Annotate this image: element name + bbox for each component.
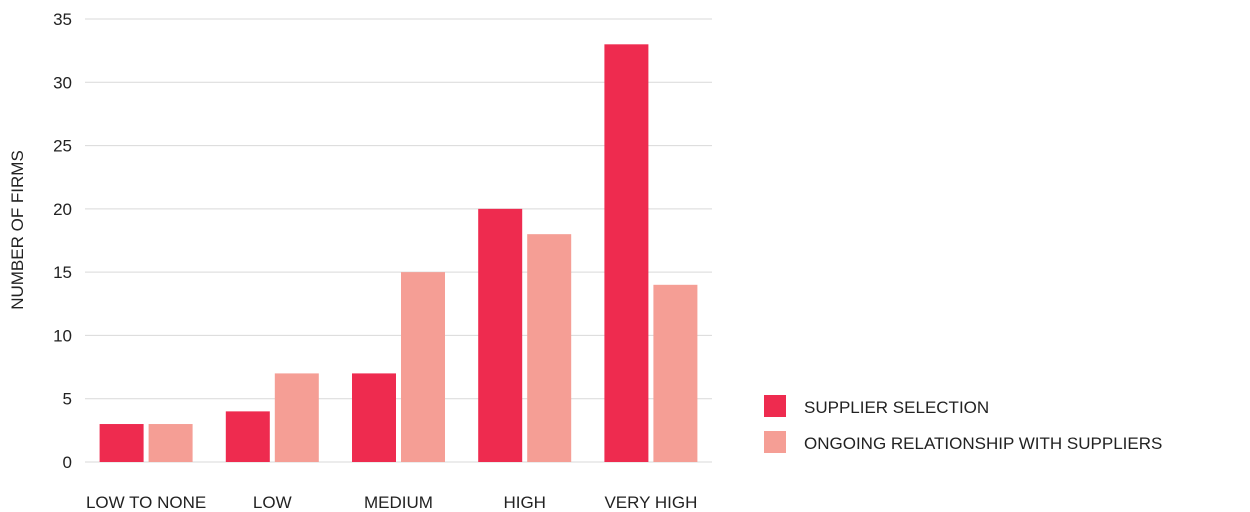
y-axis-title: NUMBER OF FIRMS: [8, 150, 27, 310]
x-axis-categories: LOW TO NONE LOW MEDIUM HIGH VERY HIGH: [86, 493, 697, 512]
gridlines: [85, 18, 712, 463]
legend-swatch: [764, 431, 786, 453]
legend-item: ONGOING RELATIONSHIP WITH SUPPLIERS: [764, 431, 1162, 453]
bar: [274, 373, 319, 462]
bar: [478, 208, 523, 462]
bar: [527, 234, 572, 462]
x-category-label: LOW: [253, 493, 292, 512]
y-tick-label: 25: [53, 137, 72, 156]
bar: [148, 424, 193, 462]
legend-label: SUPPLIER SELECTION: [804, 398, 989, 417]
bar: [604, 44, 649, 463]
bar: [352, 373, 396, 462]
bar: [653, 284, 698, 462]
legend: SUPPLIER SELECTION ONGOING RELATIONSHIP W…: [764, 395, 1162, 453]
y-tick-label: 20: [53, 200, 72, 219]
bars: [99, 44, 698, 463]
legend-swatch: [764, 395, 786, 417]
y-tick-label: 0: [63, 453, 72, 472]
y-tick-label: 30: [53, 73, 72, 92]
x-category-label: HIGH: [503, 493, 546, 512]
bar: [99, 424, 144, 462]
legend-label: ONGOING RELATIONSHIP WITH SUPPLIERS: [804, 434, 1162, 453]
y-axis-ticks: 0 5 10 15 20 25 30 35: [53, 10, 72, 472]
x-category-label: LOW TO NONE: [86, 493, 206, 512]
x-category-label: MEDIUM: [364, 493, 433, 512]
bar: [401, 272, 445, 462]
legend-item: SUPPLIER SELECTION: [764, 395, 989, 417]
bar: [225, 411, 270, 462]
y-tick-label: 15: [53, 263, 72, 282]
y-tick-label: 35: [53, 10, 72, 29]
y-tick-label: 10: [53, 326, 72, 345]
y-tick-label: 5: [63, 390, 72, 409]
x-category-label: VERY HIGH: [604, 493, 697, 512]
